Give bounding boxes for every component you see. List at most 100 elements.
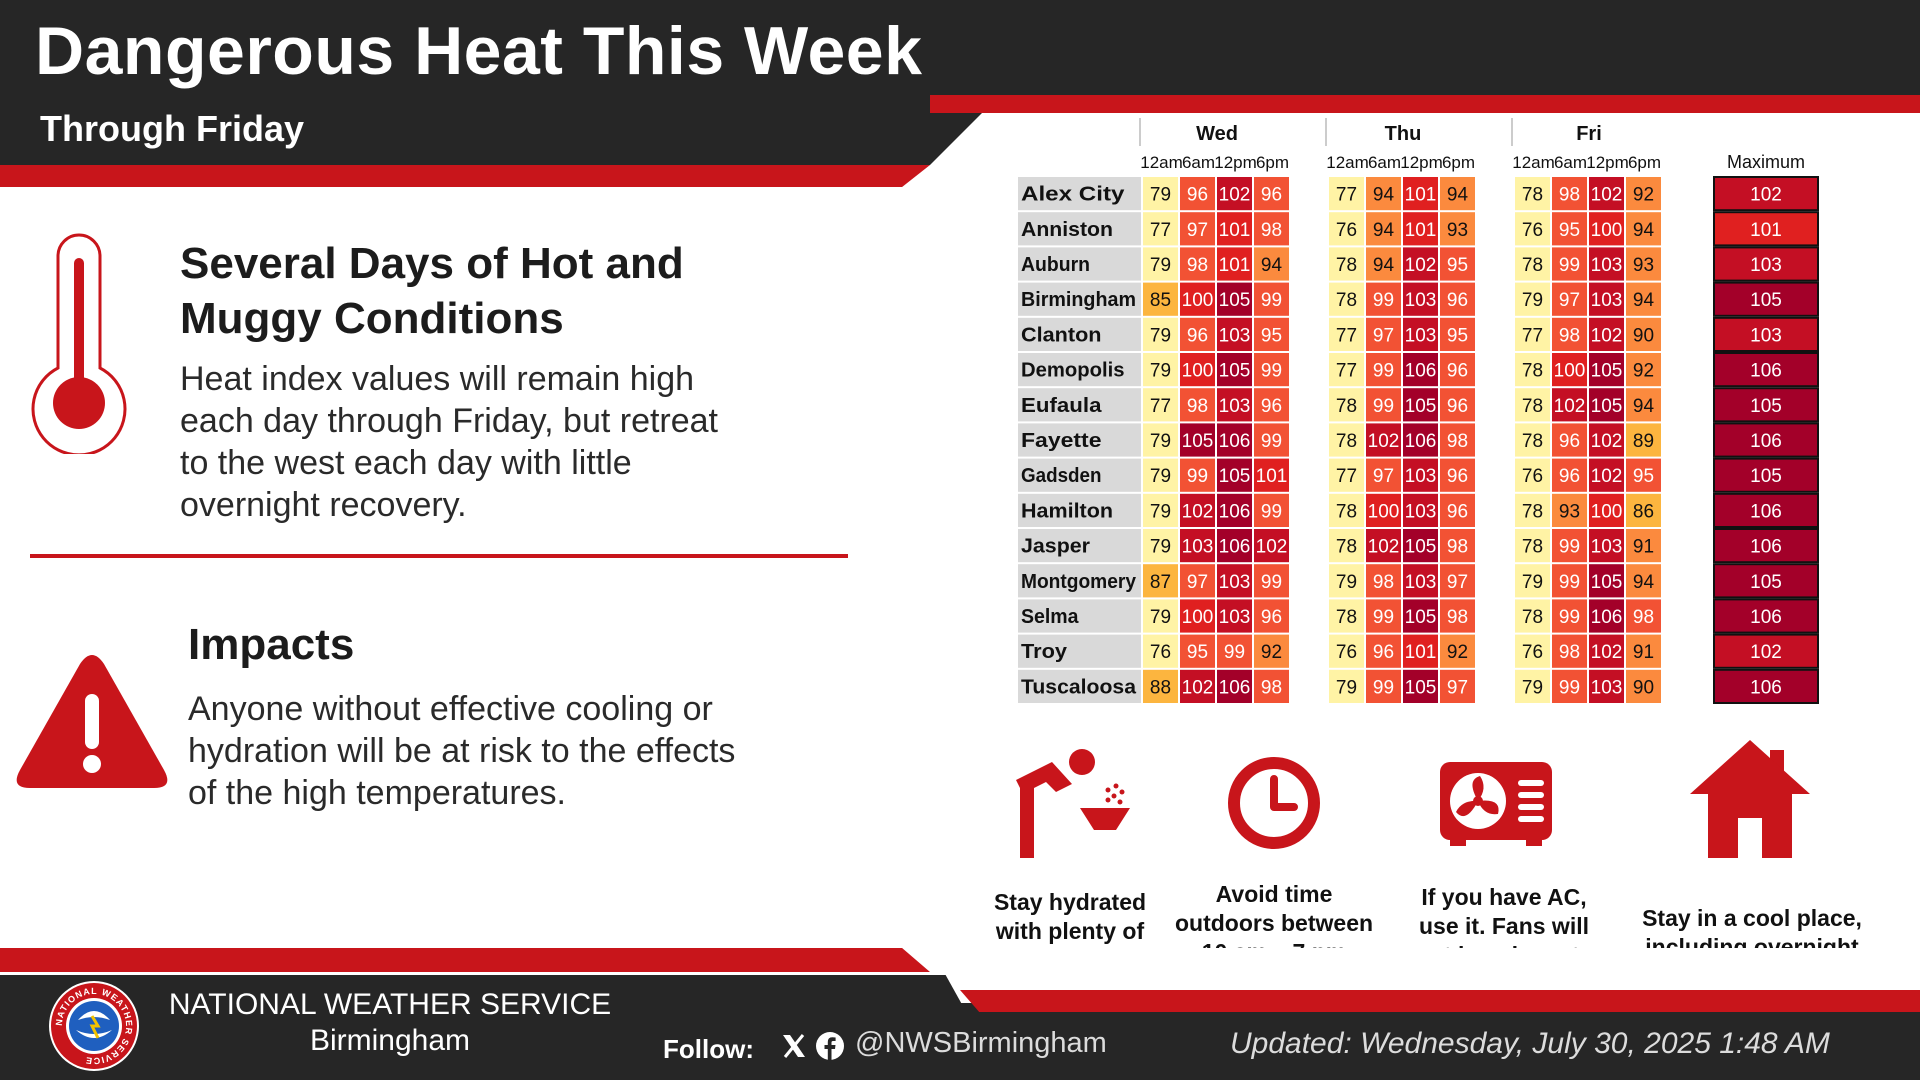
heat-value: 79 [1150, 361, 1171, 382]
header-band [0, 0, 1920, 95]
facebook-icon[interactable] [815, 1031, 845, 1061]
heat-cell [1254, 423, 1289, 457]
heat-value: 91 [1633, 537, 1654, 558]
city-label-bg [1018, 317, 1141, 351]
heat-value: 102 [1182, 677, 1214, 698]
heat-value: 100 [1182, 607, 1214, 628]
heat-cell [1626, 423, 1661, 457]
heat-cell [1217, 282, 1252, 316]
heat-value: 106 [1219, 501, 1251, 522]
heat-value: 105 [1405, 607, 1437, 628]
max-cell [1713, 492, 1819, 528]
heat-value: 102 [1182, 501, 1214, 522]
heat-value: 101 [1405, 642, 1437, 663]
heat-value: 93 [1633, 255, 1654, 276]
heat-cell [1329, 634, 1364, 668]
section1-heading-line2: Muggy Conditions [180, 294, 564, 343]
heat-value: 102 [1591, 325, 1623, 346]
heat-cell [1440, 177, 1475, 211]
city-label-bg [1018, 388, 1141, 422]
heat-cell [1403, 423, 1438, 457]
heat-value: 98 [1447, 431, 1468, 452]
heat-value: 94 [1633, 220, 1655, 241]
max-cell [1713, 668, 1819, 704]
footer-accent-right [960, 990, 1920, 1012]
heat-value: 96 [1261, 185, 1282, 206]
section1-body-line: Heat index values will remain high [180, 360, 695, 398]
heat-cell [1403, 493, 1438, 527]
heat-cell [1143, 353, 1178, 387]
heat-cell [1143, 317, 1178, 351]
heat-cell [1180, 634, 1215, 668]
city-label-bg [1018, 634, 1141, 668]
heat-value: 99 [1559, 537, 1580, 558]
city-label-bg [1018, 282, 1141, 316]
heat-value: 98 [1261, 677, 1282, 698]
heat-value: 106 [1219, 677, 1251, 698]
heat-value: 89 [1633, 431, 1654, 452]
heat-value: 103 [1405, 325, 1437, 346]
heat-value: 98 [1559, 642, 1580, 663]
max-value: 102 [1750, 185, 1782, 206]
city-name: Selma [1021, 606, 1079, 628]
heat-value: 105 [1591, 361, 1623, 382]
heat-cell [1626, 458, 1661, 492]
heat-cell [1329, 423, 1364, 457]
heat-value: 79 [1336, 677, 1357, 698]
heat-value: 91 [1633, 642, 1654, 663]
heat-cell [1589, 282, 1624, 316]
heat-cell [1589, 212, 1624, 246]
heat-value: 99 [1261, 431, 1282, 452]
heat-cell [1254, 458, 1289, 492]
heat-value: 79 [1150, 431, 1171, 452]
heat-cell [1143, 282, 1178, 316]
heat-cell [1515, 423, 1550, 457]
heat-cell [1403, 634, 1438, 668]
max-value: 105 [1750, 466, 1782, 487]
heat-value: 77 [1150, 396, 1171, 417]
social-handle[interactable]: @NWSBirmingham [855, 1027, 1107, 1059]
heat-cell [1589, 247, 1624, 281]
heat-value: 100 [1368, 501, 1400, 522]
section1-heading-line1: Several Days of Hot and [180, 239, 684, 288]
city-name: Clanton [1021, 324, 1102, 346]
heat-cell [1217, 177, 1252, 211]
heat-cell [1515, 388, 1550, 422]
heat-value: 103 [1182, 537, 1214, 558]
heat-cell [1329, 599, 1364, 633]
heat-cell [1626, 529, 1661, 563]
heat-cell [1403, 388, 1438, 422]
heat-value: 98 [1187, 396, 1208, 417]
heat-cell [1366, 529, 1401, 563]
tip-line: Avoid time [1215, 881, 1333, 907]
heat-cell [1143, 669, 1178, 703]
heat-cell [1552, 599, 1587, 633]
heat-cell [1366, 317, 1401, 351]
max-cell [1713, 563, 1819, 599]
heat-cell [1515, 247, 1550, 281]
heat-cell [1254, 669, 1289, 703]
city-label-bg [1018, 177, 1141, 211]
heat-value: 94 [1633, 572, 1655, 593]
heat-value: 77 [1522, 325, 1543, 346]
heat-cell [1403, 599, 1438, 633]
max-value: 105 [1750, 572, 1782, 593]
heat-cell [1626, 564, 1661, 598]
heat-value: 96 [1373, 642, 1394, 663]
heat-cell [1366, 564, 1401, 598]
heat-value: 101 [1256, 466, 1288, 487]
max-cell [1713, 352, 1819, 388]
heat-cell [1440, 564, 1475, 598]
heat-value: 101 [1219, 220, 1251, 241]
heat-value: 95 [1633, 466, 1654, 487]
heat-value: 94 [1633, 396, 1655, 417]
x-icon[interactable] [780, 1032, 808, 1060]
heat-value: 96 [1559, 431, 1580, 452]
heat-cell [1217, 599, 1252, 633]
heat-value: 77 [1336, 466, 1357, 487]
heat-cell [1180, 317, 1215, 351]
heat-value: 95 [1559, 220, 1580, 241]
city-label-bg [1018, 564, 1141, 598]
heat-value: 79 [1522, 677, 1543, 698]
city-name: Fayette [1021, 430, 1102, 452]
